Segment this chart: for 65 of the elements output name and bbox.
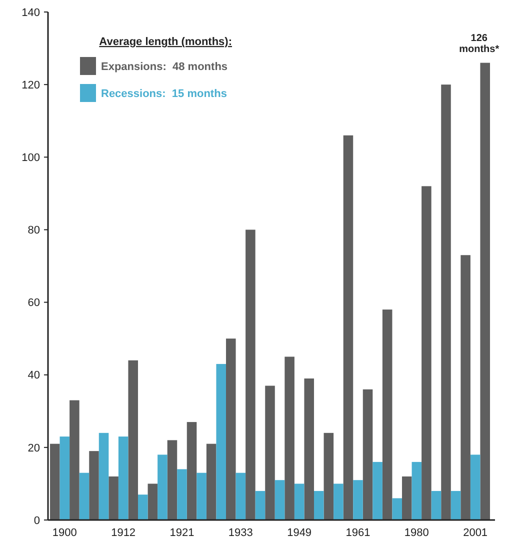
x-tick-label: 1961: [346, 527, 370, 539]
bar: [196, 472, 206, 520]
y-tick-label: 0: [34, 514, 40, 527]
bar: [70, 400, 80, 520]
bar: [382, 310, 392, 520]
bar: [128, 360, 138, 520]
bar: [431, 490, 442, 520]
bar: [343, 135, 354, 520]
bar: [274, 480, 285, 520]
legend-label: Expansions: 48 months: [101, 60, 228, 73]
bar: [294, 484, 304, 520]
annotation: 126 months*: [459, 32, 500, 55]
y-tick-label: 20: [28, 442, 40, 454]
bar: [334, 484, 344, 520]
bar: [186, 422, 197, 520]
y-tick-label: 140: [22, 6, 40, 19]
bar: [89, 451, 99, 520]
legend-label: Recessions: 15 months: [101, 88, 227, 100]
bar: [255, 490, 266, 520]
bar: [265, 386, 275, 520]
x-tick-label: 1912: [111, 527, 136, 539]
y-tick-label: 60: [28, 297, 40, 310]
x-tick-label: 1921: [170, 527, 194, 539]
bar: [148, 484, 158, 520]
bar: [158, 454, 168, 520]
bar: [441, 84, 451, 520]
bar: [324, 432, 334, 520]
bar: [206, 444, 216, 520]
bar: [460, 255, 470, 520]
bar: [314, 490, 324, 520]
bar: [226, 338, 236, 520]
bar: [108, 476, 118, 520]
y-tick-label: 80: [28, 224, 40, 237]
bar: [236, 472, 246, 520]
bar: [284, 356, 294, 520]
bar: [422, 186, 432, 520]
bar: [138, 494, 148, 520]
bar: [392, 498, 402, 520]
y-tick-label: 120: [22, 79, 40, 92]
bar: [412, 462, 422, 520]
bar: [118, 436, 128, 520]
bar: [216, 364, 226, 520]
bar: [402, 476, 412, 520]
bar: [304, 378, 314, 520]
bar: [79, 472, 90, 520]
bar: [98, 432, 109, 520]
bar: [353, 480, 363, 520]
bar: [362, 389, 373, 520]
x-tick-label: 1900: [52, 527, 77, 539]
x-tick-label: 1933: [228, 527, 253, 539]
x-tick-label: 2001: [463, 527, 488, 539]
bar: [60, 436, 70, 520]
bar: [372, 462, 382, 520]
bar: [480, 62, 490, 520]
bar: [470, 454, 480, 520]
y-tick-label: 100: [22, 152, 40, 164]
legend-title: Average length (months):: [99, 36, 232, 48]
bar: [50, 444, 60, 520]
y-tick-label: 40: [28, 370, 40, 382]
bar: [167, 440, 178, 520]
bar: [177, 469, 187, 520]
x-tick-label: 1980: [404, 527, 429, 539]
x-tick-label: 1949: [287, 527, 312, 539]
bar: [246, 230, 256, 520]
bar: [450, 490, 461, 520]
